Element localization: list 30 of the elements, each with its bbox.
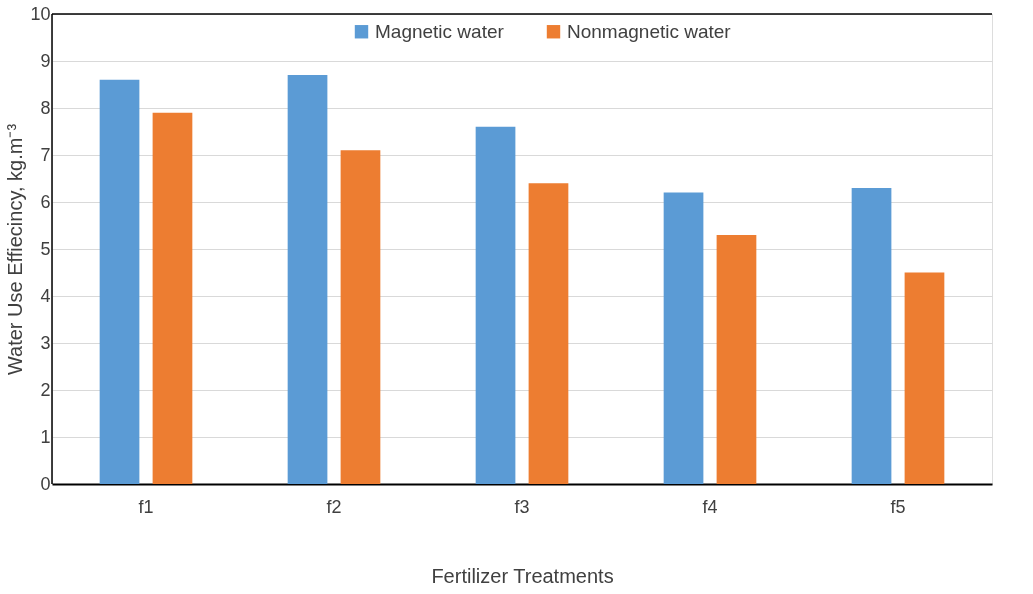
bar [152, 112, 193, 484]
bar [904, 272, 945, 484]
bar [475, 126, 516, 484]
y-tick-label: 0 [40, 473, 51, 494]
y-tick-label: 8 [40, 97, 51, 118]
bar [340, 150, 381, 484]
y-tick-label: 3 [40, 332, 51, 353]
y-tick-label: 10 [30, 3, 51, 24]
x-tick-label: f4 [702, 496, 718, 517]
y-tick-label: 9 [40, 50, 51, 71]
bar [99, 79, 140, 484]
bar [663, 192, 704, 484]
y-tick-label: 1 [40, 426, 51, 447]
y-tick-label: 5 [40, 238, 51, 259]
y-tick-label: 6 [40, 191, 51, 212]
x-axis-title: Fertilizer Treatments [431, 564, 614, 587]
legend-label: Nonmagnetic water [567, 20, 732, 42]
y-axis-title: Water Use Effiecincy, kg.m⁻³ [4, 123, 27, 376]
bar [528, 183, 569, 484]
bar [716, 234, 757, 484]
x-tick-label: f5 [890, 496, 906, 517]
x-tick-label: f2 [326, 496, 342, 517]
y-tick-label: 2 [40, 379, 51, 400]
y-tick-label: 4 [40, 285, 51, 306]
legend-label: Magnetic water [375, 20, 505, 42]
x-tick-label: f3 [514, 496, 530, 517]
y-tick-label: 7 [40, 144, 51, 165]
bar [287, 75, 328, 484]
bar [851, 187, 892, 484]
x-tick-label: f1 [138, 496, 154, 517]
